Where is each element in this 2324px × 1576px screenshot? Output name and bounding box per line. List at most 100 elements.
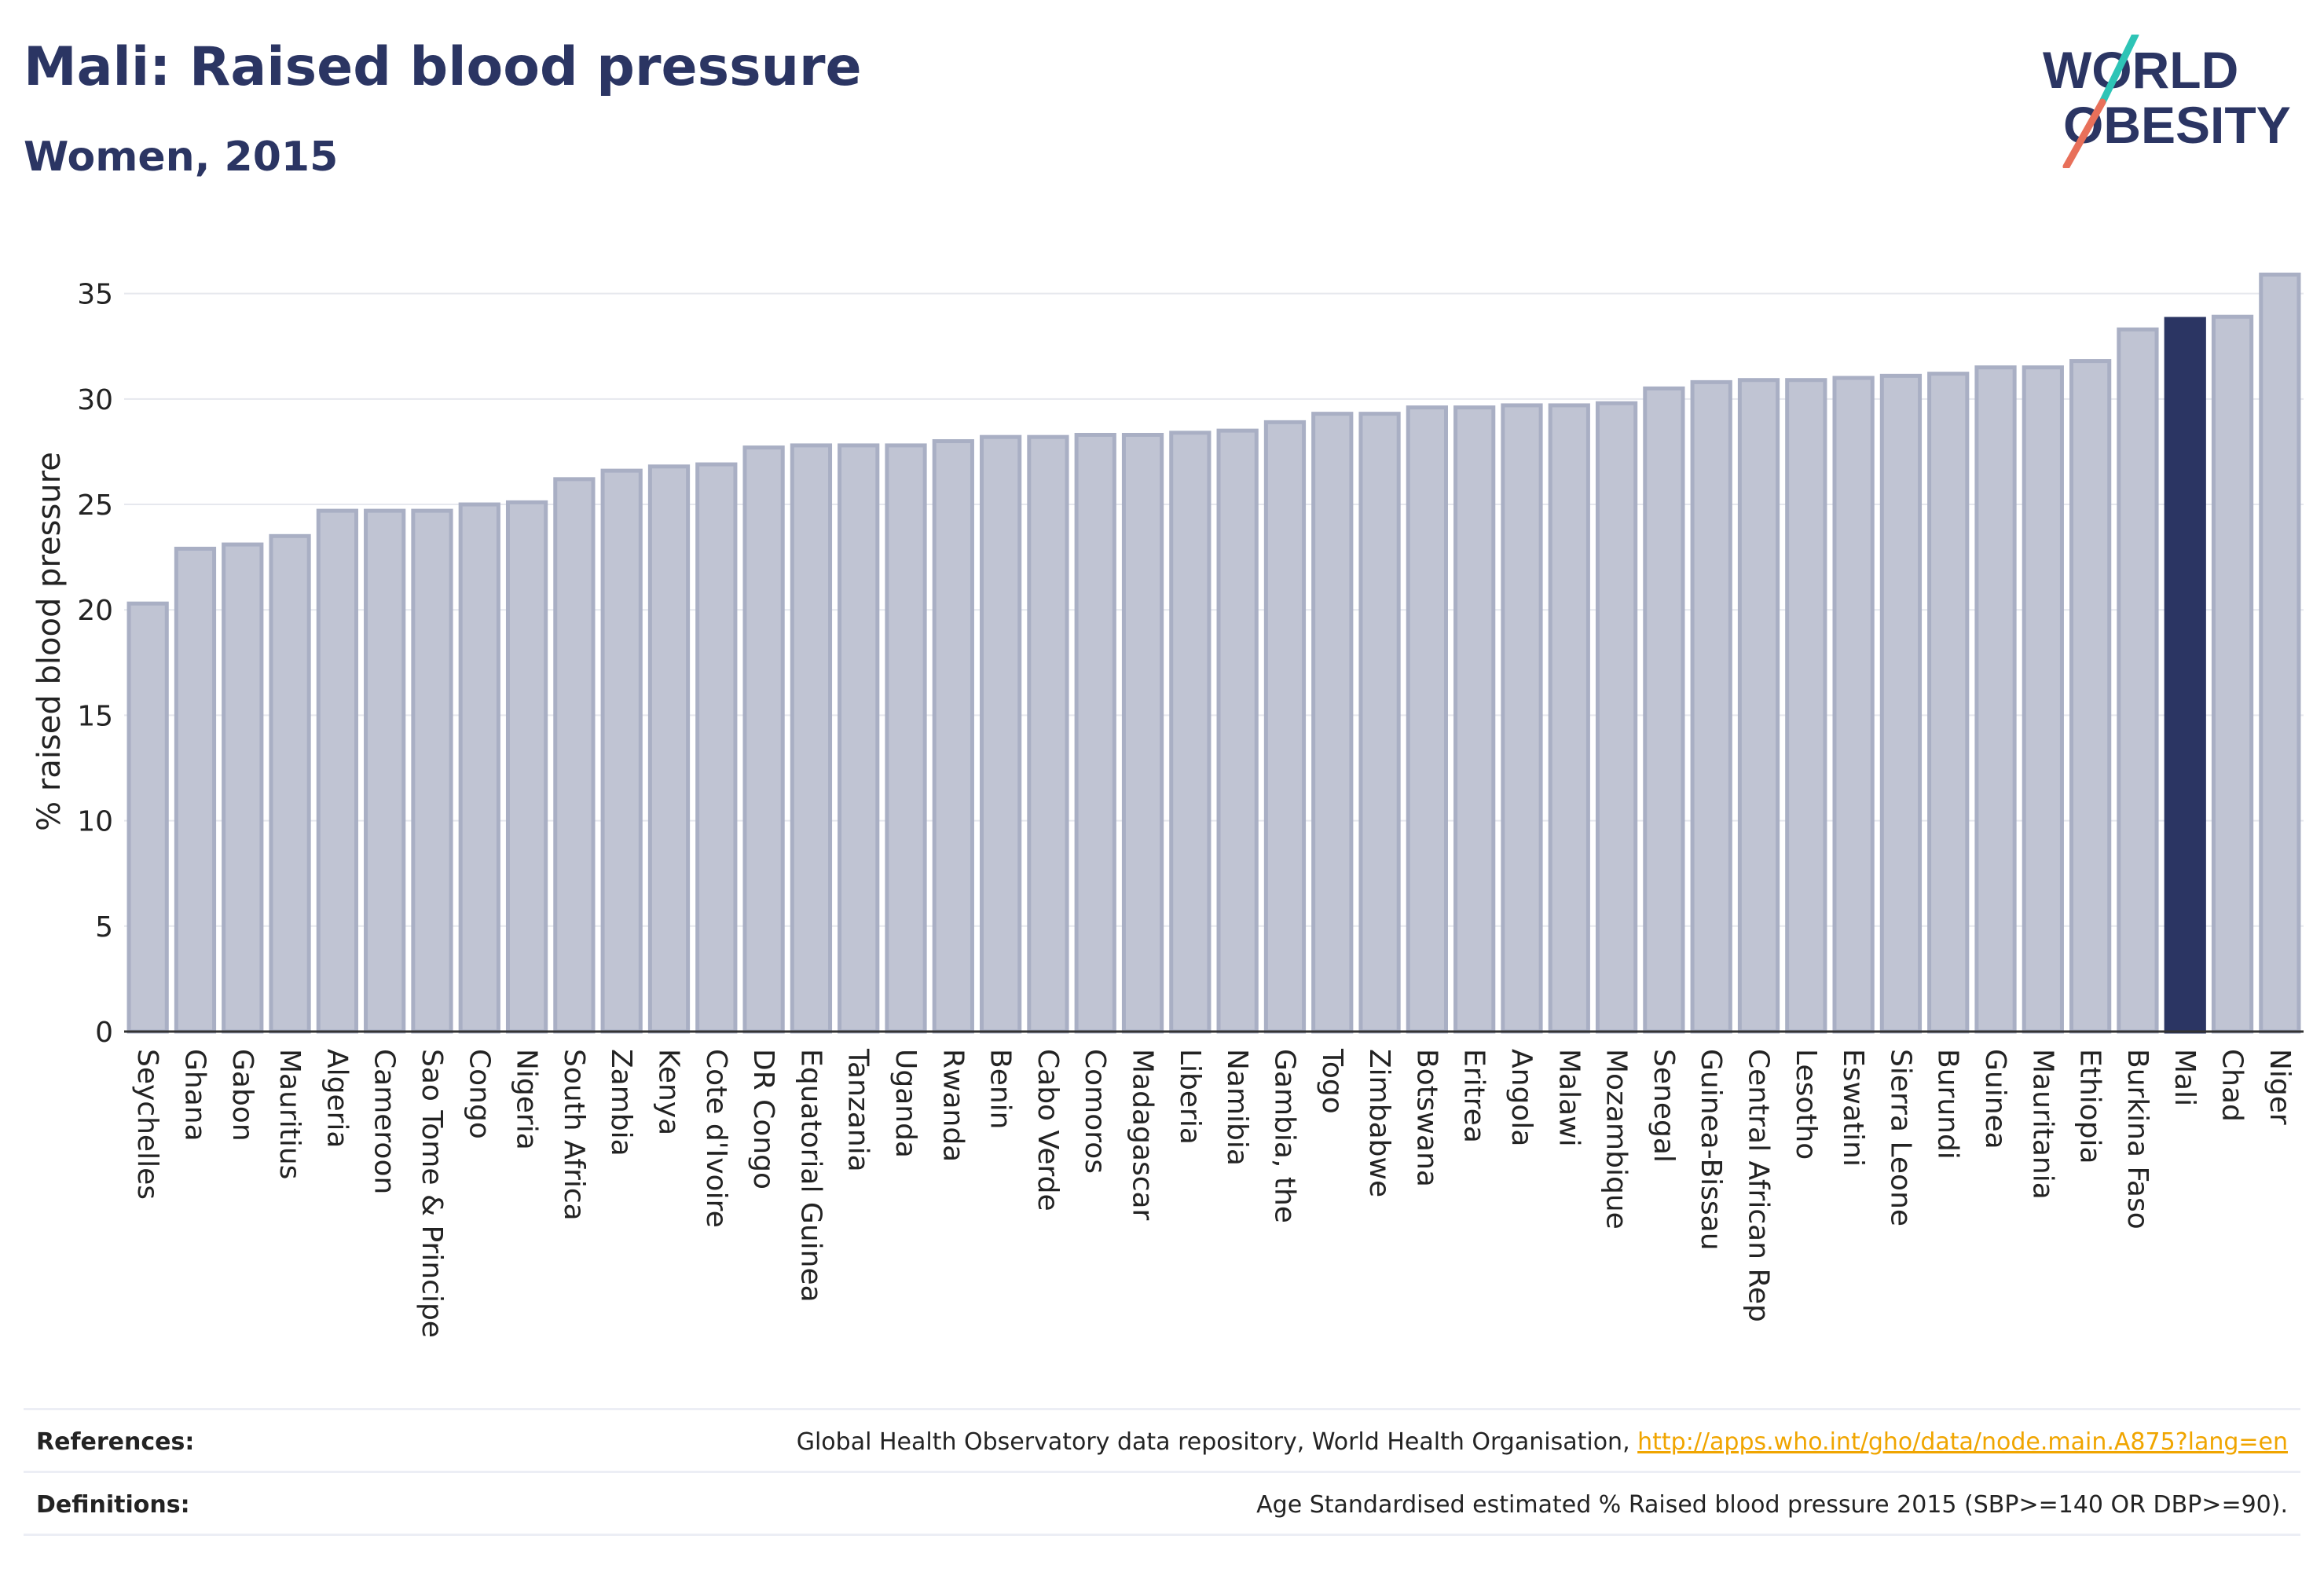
x-tick-label: Togo [1316, 1048, 1348, 1114]
x-tick-label: Angola [1505, 1049, 1538, 1146]
bar-gambia-the [1263, 420, 1307, 1034]
bar-madagascar [1121, 432, 1164, 1034]
references-source: Global Health Observatory data repositor… [796, 1428, 1638, 1456]
x-tick-label: Gambia, the [1268, 1049, 1300, 1223]
y-tick-label: 35 [77, 279, 113, 311]
x-tick-label: Liberia [1174, 1049, 1206, 1145]
x-tick-label: Central African Rep [1743, 1049, 1775, 1322]
bar-senegal [1643, 386, 1685, 1034]
x-tick-label: DR Congo [747, 1049, 779, 1189]
bar-chad [2211, 314, 2254, 1034]
x-tick-label: Niger [2264, 1049, 2296, 1125]
bar-botswana [1406, 405, 1448, 1034]
bar-chart: 0 5 10 15 20 25 30 35 % raised blood pressure Sey… [31, 273, 2304, 1338]
x-tick-label: Madagascar [1127, 1049, 1159, 1221]
bar-niger [2259, 273, 2301, 1034]
bar-kenya [647, 464, 691, 1034]
x-tick-label: Botswana [1410, 1049, 1442, 1187]
y-tick-label: 5 [95, 911, 113, 944]
x-tick-label: Lesotho [1790, 1049, 1822, 1160]
x-tick-label: Guinea [1979, 1049, 2011, 1149]
bar-zambia [600, 468, 643, 1034]
x-tick-label: South Africa [558, 1049, 590, 1221]
x-tick-label: Senegal [1648, 1049, 1680, 1163]
footer-divider-middle [24, 1471, 2300, 1473]
bar-equatorial-guinea [790, 443, 833, 1034]
x-tick-label: Cameroon [368, 1049, 401, 1194]
logo-slash-teal [2099, 35, 2139, 106]
bar-algeria [316, 508, 358, 1034]
x-tick-label: Equatorial Guinea [794, 1049, 827, 1303]
y-tick-label: 0 [95, 1017, 113, 1049]
x-tick-label: Malawi [1552, 1049, 1585, 1147]
y-tick-label: 25 [77, 489, 113, 522]
x-tick-label: Burundi [1932, 1049, 1964, 1160]
bar-cabo-verde [1027, 434, 1069, 1034]
x-tick-label: Ethiopia [2074, 1049, 2106, 1164]
x-tick-label: Mauritania [2026, 1049, 2058, 1200]
x-tick-label: Ghana [178, 1049, 211, 1142]
bar-malawi [1548, 403, 1590, 1034]
x-tick-label: Chad [2216, 1049, 2249, 1122]
bar-uganda [885, 443, 927, 1034]
world-obesity-logo: WORLD OBESITY [2043, 35, 2291, 168]
bar-eritrea [1453, 405, 1496, 1034]
footer-divider-top [24, 1408, 2300, 1410]
bar-eswatini [1832, 376, 1875, 1034]
page-title: Mali: Raised blood pressure [24, 36, 862, 98]
x-tick-label: Congo [463, 1049, 495, 1139]
x-tick-label: Cote d'Ivoire [700, 1049, 732, 1228]
x-tick-label: Guinea-Bissau [1695, 1049, 1727, 1251]
bar-gabon [222, 542, 264, 1034]
bar-burundi [1927, 372, 1970, 1034]
bar-namibia [1216, 428, 1259, 1034]
definitions-label: Definitions: [36, 1491, 190, 1519]
bar-mali [2164, 317, 2206, 1034]
x-tick-label: Rwanda [937, 1049, 969, 1162]
x-tick-label: Algeria [321, 1049, 353, 1149]
x-tick-label: Tanzania [842, 1048, 874, 1172]
bar-comoros [1074, 432, 1116, 1034]
bar-nigeria [505, 500, 548, 1034]
bar-south-africa [553, 477, 596, 1034]
bar-benin [980, 434, 1022, 1034]
bar-rwanda [932, 439, 974, 1034]
x-tick-label: Sierra Leone [1884, 1049, 1916, 1226]
x-tick-label: Benin [984, 1049, 1017, 1129]
bar-lesotho [1785, 378, 1827, 1034]
references-label: References: [36, 1428, 195, 1456]
bar-cameroon [364, 508, 406, 1034]
bar-guinea [1974, 365, 2017, 1034]
references-link[interactable]: http://apps.who.int/gho/data/node.main.A… [1637, 1428, 2288, 1456]
x-tick-label: Burkina Faso [2121, 1049, 2154, 1230]
x-tick-label: Nigeria [511, 1049, 543, 1150]
bar-togo [1311, 412, 1354, 1034]
footer-divider-bottom [24, 1534, 2300, 1536]
logo-slash-red [2062, 98, 2106, 168]
bar-tanzania [838, 443, 880, 1034]
x-tick-label: Seychelles [131, 1049, 163, 1200]
bar-burkina-faso [2117, 327, 2159, 1034]
x-tick-label: Comoros [1079, 1049, 1111, 1174]
bar-ethiopia [2069, 359, 2112, 1034]
x-tick-label: Mauritius [273, 1049, 306, 1179]
bar-sao-tome-principe [411, 508, 453, 1034]
bar-mozambique [1595, 401, 1638, 1034]
bar-angola [1501, 403, 1543, 1034]
y-tick-label: 30 [77, 384, 113, 416]
bar-central-african-rep [1737, 378, 1780, 1034]
y-tick-label: 20 [77, 595, 113, 627]
bar-liberia [1169, 431, 1211, 1034]
x-tick-label: Zambia [605, 1049, 637, 1156]
x-tick-label: Kenya [653, 1049, 685, 1135]
definitions-text: Age Standardised estimated % Raised bloo… [1256, 1491, 2288, 1519]
page-subtitle: Women, 2015 [24, 134, 339, 181]
bar-guinea-bissau [1690, 379, 1732, 1034]
x-tick-label: Namibia [1221, 1049, 1253, 1166]
x-tick-label: Eritrea [1458, 1049, 1490, 1143]
x-tick-label: Uganda [889, 1049, 922, 1158]
x-tick-label: Mozambique [1600, 1049, 1633, 1230]
bar-congo [458, 502, 500, 1034]
bar-dr-congo [742, 445, 785, 1034]
bar-sierra-leone [1879, 373, 1923, 1034]
